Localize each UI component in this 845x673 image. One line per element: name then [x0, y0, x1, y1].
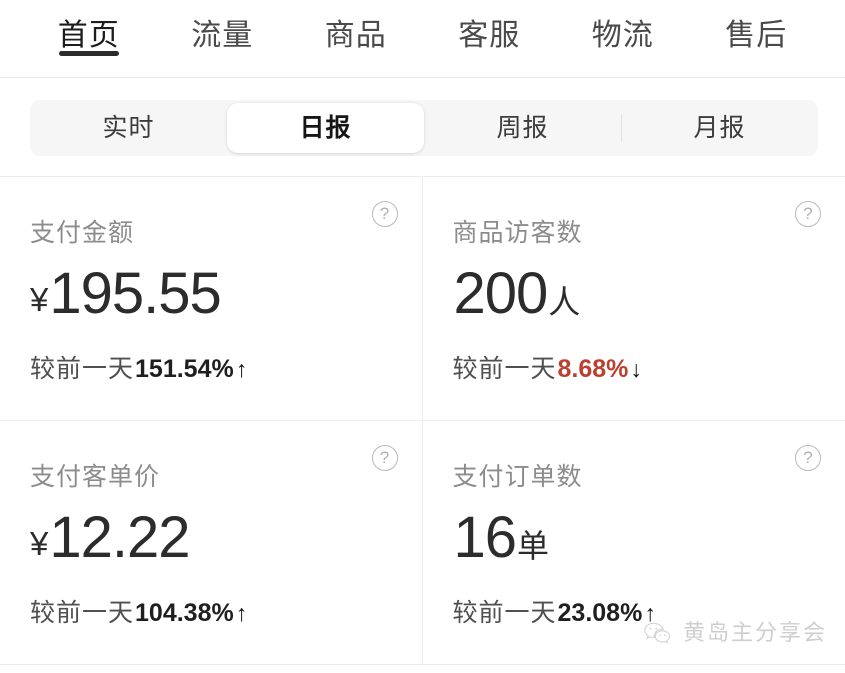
metric-comparison: 较前一天 104.38% ↑: [30, 597, 392, 629]
comparison-percent: 23.08%: [557, 599, 643, 627]
arrow-up-icon: ↑: [235, 599, 248, 626]
metric-title: 支付订单数: [452, 463, 583, 491]
metric-title: 支付金额: [30, 219, 135, 247]
help-icon[interactable]: ?: [371, 445, 398, 471]
tab-home-label: 首页: [57, 19, 120, 52]
help-icon[interactable]: ?: [795, 445, 821, 471]
metric-value: ¥ 195.55: [30, 265, 392, 323]
metric-unit-suffix: 人: [548, 284, 581, 320]
arrow-up-icon: ↑: [644, 599, 656, 626]
tab-customer-service[interactable]: 客服: [423, 0, 557, 55]
help-icon[interactable]: ?: [795, 201, 821, 227]
metric-comparison: 较前一天 8.68% ↓: [453, 353, 816, 385]
period-tab-realtime-label: 实时: [102, 114, 155, 142]
metric-number: 195.55: [49, 261, 221, 326]
metric-card-average-order-value: 支付客单价 ¥ 12.22 较前一天 104.38% ↑ ?: [0, 421, 423, 665]
tab-traffic-label: 流量: [191, 19, 254, 52]
metric-unit-suffix: 单: [517, 528, 550, 564]
tab-customer-service-label: 客服: [458, 19, 521, 52]
comparison-percent: 8.68%: [557, 355, 629, 383]
tab-traffic[interactable]: 流量: [156, 0, 290, 55]
metric-value: ¥ 12.22: [30, 509, 392, 567]
period-selector-container: 实时 日报 周报 月报: [0, 78, 845, 176]
metric-comparison: 较前一天 151.54% ↑: [30, 353, 392, 385]
period-tab-monthly-label: 月报: [693, 114, 746, 142]
tab-after-sales[interactable]: 售后: [690, 0, 824, 55]
metric-number: 16: [453, 505, 518, 570]
top-navigation-list: 首页 流量 商品 客服 物流 售后: [0, 0, 845, 78]
period-segmented-control: 实时 日报 周报 月报: [30, 100, 818, 156]
period-tab-weekly[interactable]: 周报: [424, 100, 621, 156]
comparison-percent: 151.54%: [135, 355, 234, 383]
metric-card-payment-amount: 支付金额 ¥ 195.55 较前一天 151.54% ↑ ?: [0, 177, 423, 421]
top-navigation: 首页 流量 商品 客服 物流 售后: [0, 0, 845, 78]
tab-logistics[interactable]: 物流: [556, 0, 690, 55]
metrics-grid: 支付金额 ¥ 195.55 较前一天 151.54% ↑ ? 商品访客数 200…: [0, 176, 845, 665]
comparison-label: 较前一天: [452, 599, 557, 627]
arrow-down-icon: ↓: [630, 355, 642, 382]
metric-comparison: 较前一天 23.08% ↑: [453, 597, 816, 629]
comparison-label: 较前一天: [30, 599, 135, 627]
comparison-label: 较前一天: [452, 355, 557, 383]
segment-divider: [621, 114, 622, 142]
active-tab-underline: [58, 51, 119, 56]
metric-number: 12.22: [49, 505, 190, 570]
metric-number: 200: [453, 261, 549, 326]
tab-products[interactable]: 商品: [289, 0, 423, 55]
period-tab-realtime[interactable]: 实时: [30, 100, 227, 156]
metric-title: 商品访客数: [452, 219, 583, 247]
metric-title: 支付客单价: [30, 463, 161, 491]
period-tab-weekly-label: 周报: [496, 114, 549, 142]
tab-after-sales-label: 售后: [725, 19, 788, 52]
period-tab-daily[interactable]: 日报: [227, 103, 424, 153]
top-navigation-divider: [0, 77, 845, 78]
period-tab-daily-label: 日报: [299, 114, 352, 142]
metric-card-paid-orders: 支付订单数 16 单 较前一天 23.08% ↑ ? 黄岛主分享会: [422, 421, 845, 665]
metric-currency-prefix: ¥: [30, 525, 49, 562]
help-icon[interactable]: ?: [371, 201, 398, 227]
tab-logistics-label: 物流: [591, 19, 654, 52]
arrow-up-icon: ↑: [235, 355, 248, 382]
metric-currency-prefix: ¥: [30, 281, 49, 318]
metric-value: 16 单: [453, 509, 816, 567]
tab-products-label: 商品: [324, 19, 387, 52]
period-tab-monthly[interactable]: 月报: [621, 100, 818, 156]
comparison-label: 较前一天: [30, 355, 135, 383]
comparison-percent: 104.38%: [135, 599, 234, 627]
metric-value: 200 人: [453, 265, 816, 323]
tab-home[interactable]: 首页: [22, 0, 156, 56]
metric-card-product-visitors: 商品访客数 200 人 较前一天 8.68% ↓ ?: [422, 177, 845, 421]
